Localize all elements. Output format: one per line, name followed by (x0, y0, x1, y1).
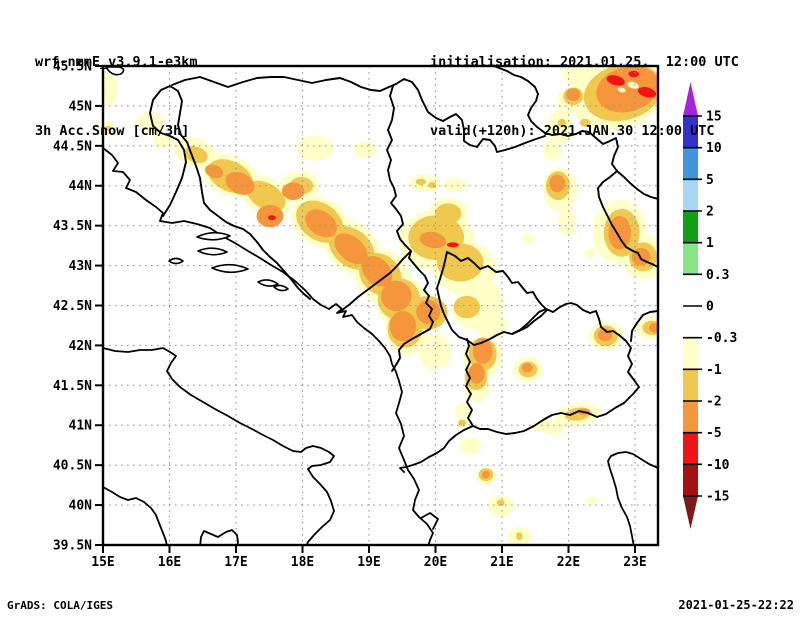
snow-patch-gold (416, 179, 427, 185)
snow-patch-cream (522, 233, 534, 244)
colorbar-segment (683, 369, 698, 401)
snow-patch-gold (435, 203, 462, 224)
lat-tick-label: 42.5N (53, 299, 92, 314)
colorbar-tick-label: -0.3 (706, 331, 737, 346)
variable-name: 3h Acc.Snow [cm/3h] (35, 120, 198, 143)
island-mljet (274, 285, 288, 290)
snow-patch-red (268, 215, 276, 220)
colorbar-tick-label: -5 (706, 426, 722, 441)
lon-tick-label: 23E (623, 555, 646, 570)
snow-patch-cream (584, 248, 596, 258)
colorbar-segment (683, 306, 698, 338)
header-right: initialisation: 2021.01.25. 12:00 UTC va… (430, 5, 739, 189)
snow-patch-cream (558, 207, 577, 236)
lon-tick-label: 16E (158, 555, 181, 570)
snow-patch-cream (459, 437, 482, 455)
lon-tick-label: 18E (291, 555, 314, 570)
island-korcula (258, 280, 278, 286)
lat-tick-label: 40N (69, 499, 93, 514)
lon-tick-label: 17E (224, 555, 247, 570)
colorbar-tick-label: -15 (706, 490, 729, 505)
colorbar-segment (683, 211, 698, 243)
lat-tick-label: 40.5N (53, 459, 92, 474)
snow-patch-gold (454, 296, 481, 318)
snow-patch-red (447, 242, 459, 247)
lat-tick-label: 41.5N (53, 379, 92, 394)
colorbar-segment (683, 433, 698, 465)
coastline-italy-tyrrhenian (103, 487, 167, 547)
lat-tick-label: 43N (69, 259, 93, 274)
snow-patch-orange (469, 363, 485, 384)
colorbar-segment (683, 243, 698, 275)
colorbar-tick-label: -2 (706, 395, 722, 410)
colorbar-segment (683, 274, 698, 306)
island-small (169, 259, 183, 264)
header-left: wrf-nmmE_v3.9.1-e3km 3h Acc.Snow [cm/3h] (35, 5, 198, 189)
grads-credit: GrADS: COLA/IGES (7, 599, 113, 612)
snow-patch-cream (353, 142, 377, 158)
snow-patch-orange (390, 311, 417, 341)
lon-tick-label: 19E (357, 555, 380, 570)
valid-time: valid(+120h): 2021.JAN.30 12:00 UTC (430, 120, 739, 143)
snow-patch-orange (608, 216, 631, 250)
lat-tick-label: 43.5N (53, 219, 92, 234)
border-macedonia-east (619, 335, 639, 403)
model-name: wrf-nmmE_v3.9.1-e3km (35, 51, 198, 74)
lon-tick-label: 15E (91, 555, 114, 570)
colorbar-tick-label: 0 (706, 300, 714, 315)
snow-patch-cream (419, 333, 451, 370)
colorbar-tick-label: 2 (706, 205, 714, 220)
lat-tick-label: 41N (69, 419, 93, 434)
snow-patch-cream (587, 496, 598, 504)
colorbar-segment (683, 464, 698, 496)
lat-tick-label: 39.5N (53, 538, 92, 553)
grads-plot-page: wrf-nmmE_v3.9.1-e3km 3h Acc.Snow [cm/3h]… (0, 0, 800, 618)
lon-tick-label: 22E (557, 555, 580, 570)
snow-patch-orange (282, 183, 305, 201)
snow-patch-orange (522, 363, 533, 373)
colorbar-tick-label: 1 (706, 236, 714, 251)
coastline-italy-adriatic (103, 348, 334, 547)
colorbar-segment (683, 338, 698, 370)
island-pag (197, 233, 230, 240)
lon-axis: 15E 16E 17E 18E 19E 20E 21E 22E 23E (91, 545, 646, 570)
snow-patch-orange (482, 471, 490, 479)
lat-tick-label: 42N (69, 339, 93, 354)
colorbar-tick-label: 0.3 (706, 268, 729, 283)
snow-patch-cream (476, 313, 508, 339)
colorbar-segment (683, 401, 698, 433)
coastline-thessaloniki-gulf (608, 452, 658, 547)
snow-patch-gold (516, 532, 523, 540)
snow-patch-orange (416, 300, 440, 324)
creation-timestamp: 2021-01-25-22:22 (678, 598, 794, 612)
island-dugi-otok (198, 248, 227, 255)
snow-patch-orange (381, 281, 412, 311)
snow-patch-gold (497, 500, 505, 506)
colorbar-tick-label: -10 (706, 458, 730, 473)
lon-tick-label: 21E (490, 555, 513, 570)
colorbar-tick-label: -1 (706, 363, 722, 378)
lon-tick-label: 20E (424, 555, 447, 570)
colorbar-arrow-bottom (683, 496, 698, 529)
snow-patch-gold (458, 420, 466, 426)
init-time: initialisation: 2021.01.25. 12:00 UTC (430, 51, 739, 74)
